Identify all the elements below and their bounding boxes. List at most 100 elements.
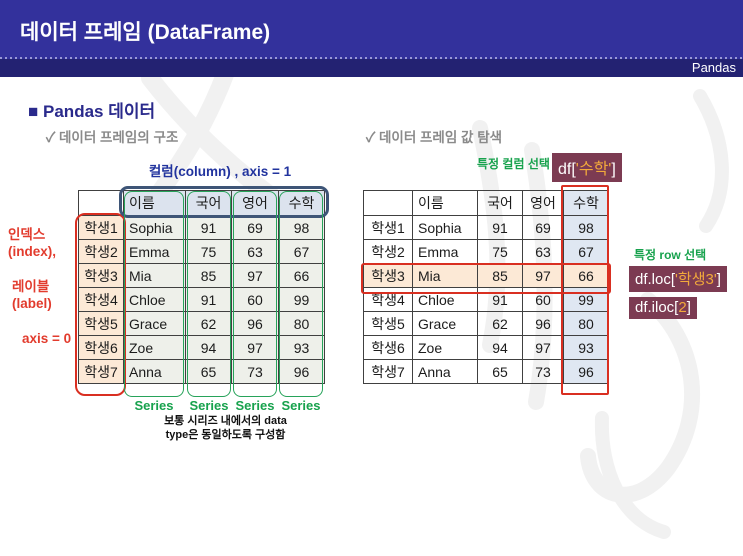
data-cell: Grace bbox=[412, 311, 478, 336]
table-row: 학생1 Sophia 91 69 98 bbox=[78, 215, 325, 240]
check-icon: ✓ bbox=[366, 130, 376, 145]
table-row: 학생5 Grace 62 96 80 bbox=[363, 311, 609, 336]
table-row: 학생3 Mia 85 97 66 bbox=[78, 263, 325, 288]
table-row: 학생6 Zoe 94 97 93 bbox=[78, 335, 325, 360]
data-cell: 94 bbox=[477, 335, 523, 360]
data-cell: 75 bbox=[477, 239, 523, 264]
dataframe-table-structure: 이름 국어 영어 수학 학생1 Sophia 91 69 98 학생2 Emma 75 63 67 학생3… bbox=[78, 190, 325, 384]
row-index-cell: 학생1 bbox=[363, 215, 413, 240]
table-row: 학생2 Emma 75 63 67 bbox=[78, 239, 325, 264]
series-label: Series bbox=[235, 398, 275, 413]
table-row: 학생7 Anna 65 73 96 bbox=[78, 359, 325, 384]
table-row: 학생4 Chloe 91 60 99 bbox=[363, 287, 609, 312]
data-cell: 67 bbox=[563, 239, 609, 264]
row-index-cell: 학생7 bbox=[363, 359, 413, 384]
column-axis-label: 컬럼(column) , axis = 1 bbox=[148, 164, 292, 179]
code-badge-column-select: df['수학'] bbox=[552, 153, 622, 182]
dataframe-table-lookup: 이름 국어 영어 수학 학생1 Sophia 91 69 98 학생2 Emma 75 63 67 학생3… bbox=[363, 190, 609, 384]
data-cell: 62 bbox=[477, 311, 523, 336]
data-cell: 96 bbox=[522, 311, 564, 336]
data-cell: Chloe bbox=[412, 287, 478, 312]
data-cell: Mia bbox=[123, 263, 186, 288]
data-cell: 94 bbox=[185, 335, 232, 360]
data-cell: 91 bbox=[477, 215, 523, 240]
title-bar: 데이터 프레임 (DataFrame) bbox=[0, 0, 743, 60]
check-icon: ✓ bbox=[46, 130, 56, 145]
data-cell: 99 bbox=[563, 287, 609, 312]
data-cell: 98 bbox=[563, 215, 609, 240]
page-title: 데이터 프레임 (DataFrame) bbox=[20, 21, 271, 44]
data-cell: 60 bbox=[231, 287, 279, 312]
header-cell: 국어 bbox=[477, 190, 523, 216]
data-cell: 65 bbox=[477, 359, 523, 384]
data-cell: Zoe bbox=[412, 335, 478, 360]
data-cell: Chloe bbox=[123, 287, 186, 312]
data-cell: 96 bbox=[231, 311, 279, 336]
data-cell: 93 bbox=[278, 335, 325, 360]
data-cell: 99 bbox=[278, 287, 325, 312]
data-cell: Mia bbox=[412, 263, 478, 288]
data-cell: 91 bbox=[185, 287, 232, 312]
row-select-label: 특정 row 선택 bbox=[634, 248, 707, 262]
header-cell: 국어 bbox=[185, 190, 232, 216]
header-cell: 영어 bbox=[522, 190, 564, 216]
data-cell: 97 bbox=[522, 335, 564, 360]
right-subtitle: ✓ 데이터 프레임 값 탐색 bbox=[366, 126, 502, 146]
series-label: Series bbox=[134, 398, 174, 413]
data-cell: 69 bbox=[522, 215, 564, 240]
table-row: 학생7 Anna 65 73 96 bbox=[363, 359, 609, 384]
data-cell: 75 bbox=[185, 239, 232, 264]
table-row: 학생5 Grace 62 96 80 bbox=[78, 311, 325, 336]
left-subtitle-label: 데이터 프레임의 구조 bbox=[59, 130, 179, 145]
header-row: 이름 국어 영어 수학 bbox=[78, 190, 325, 216]
data-cell: Grace bbox=[123, 311, 186, 336]
data-cell: 97 bbox=[522, 263, 564, 288]
series-note: 보통 시리즈 내에서의 data type은 동일하도록 구성함 bbox=[164, 415, 287, 441]
data-cell: 69 bbox=[231, 215, 279, 240]
axis0-annotation: axis = 0 bbox=[22, 331, 72, 346]
data-cell: 85 bbox=[477, 263, 523, 288]
data-cell: 91 bbox=[477, 287, 523, 312]
corner-cell bbox=[363, 190, 413, 216]
data-cell: 97 bbox=[231, 335, 279, 360]
data-cell: 96 bbox=[563, 359, 609, 384]
data-cell: 93 bbox=[563, 335, 609, 360]
data-cell: Emma bbox=[123, 239, 186, 264]
data-cell: 60 bbox=[522, 287, 564, 312]
row-index-cell: 학생3 bbox=[363, 263, 413, 288]
corner-cell bbox=[78, 190, 124, 216]
data-cell: Zoe bbox=[123, 335, 186, 360]
data-cell: 98 bbox=[278, 215, 325, 240]
table-row: 학생1 Sophia 91 69 98 bbox=[363, 215, 609, 240]
data-cell: 66 bbox=[563, 263, 609, 288]
section-heading-label: Pandas 데이터 bbox=[43, 102, 156, 121]
data-cell: 62 bbox=[185, 311, 232, 336]
data-cell: 80 bbox=[563, 311, 609, 336]
data-cell: Sophia bbox=[123, 215, 186, 240]
label-annotation: 레이블 (label) bbox=[12, 279, 52, 311]
left-subtitle: ✓ 데이터 프레임의 구조 bbox=[46, 126, 178, 146]
code-badge-df-loc: df.loc['학생3'] bbox=[629, 266, 727, 292]
data-cell: 73 bbox=[231, 359, 279, 384]
row-index-cell: 학생2 bbox=[363, 239, 413, 264]
row-index-cell: 학생6 bbox=[363, 335, 413, 360]
data-cell: Emma bbox=[412, 239, 478, 264]
column-select-label: 특정 컬럼 선택 bbox=[477, 157, 550, 171]
header-cell: 수학 bbox=[278, 190, 325, 216]
data-cell: 63 bbox=[522, 239, 564, 264]
table-row: 학생3 Mia 85 97 66 bbox=[363, 263, 609, 288]
data-cell: 97 bbox=[231, 263, 279, 288]
header-cell: 수학 bbox=[563, 190, 609, 216]
data-cell: 66 bbox=[278, 263, 325, 288]
header-cell: 이름 bbox=[123, 190, 186, 216]
data-cell: 91 bbox=[185, 215, 232, 240]
row-index-cell: 학생2 bbox=[78, 239, 124, 264]
structure-table-wrap: 이름 국어 영어 수학 학생1 Sophia 91 69 98 학생2 Emma 75 63 67 학생3… bbox=[78, 190, 325, 384]
right-subtitle-label: 데이터 프레임 값 탐색 bbox=[379, 130, 503, 145]
lookup-table-wrap: 이름 국어 영어 수학 학생1 Sophia 91 69 98 학생2 Emma 75 63 67 학생3… bbox=[363, 190, 609, 384]
data-cell: Sophia bbox=[412, 215, 478, 240]
dotted-divider bbox=[0, 57, 743, 59]
index-annotation: 인덱스 (index), bbox=[8, 227, 57, 259]
pandas-bar: Pandas bbox=[0, 59, 743, 77]
